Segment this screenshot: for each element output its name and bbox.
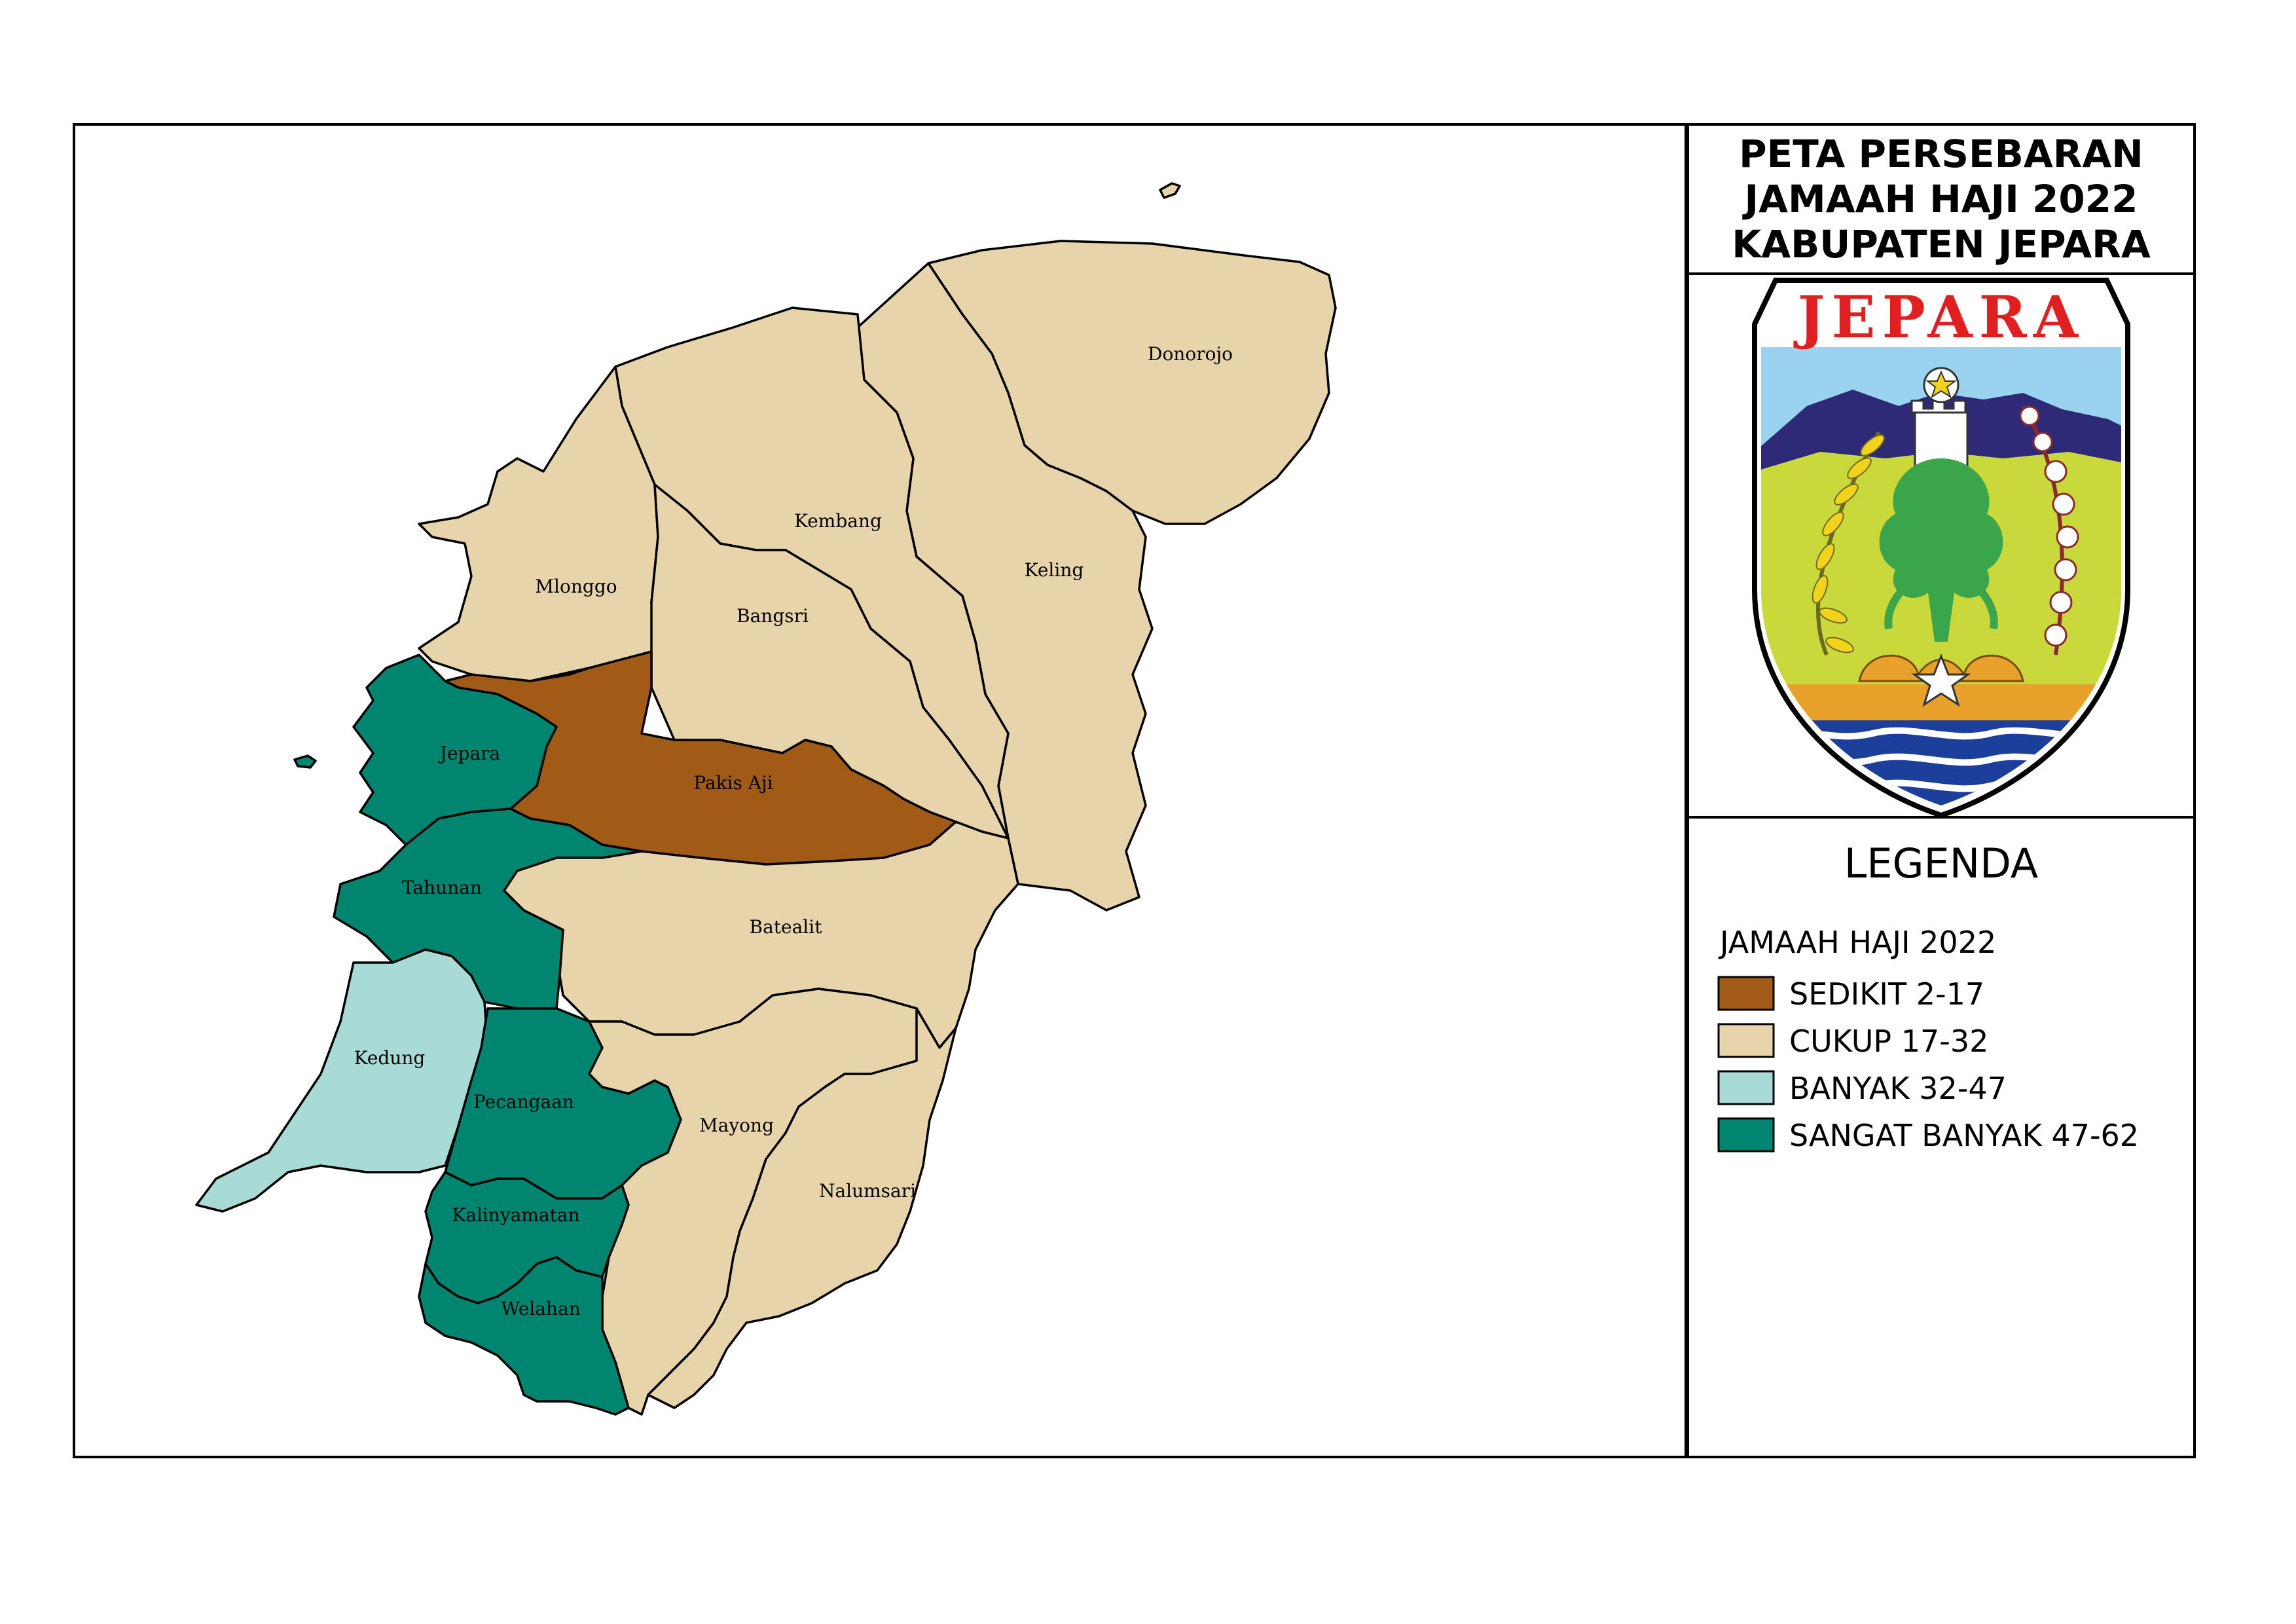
map-frame [73, 123, 1687, 1458]
label-pecangaan: Pecangaan [473, 1091, 574, 1113]
emblem-text: JEPARA [1793, 283, 2085, 351]
label-kedung: Kedung [354, 1047, 426, 1069]
label-jepara: Jepara [438, 743, 501, 764]
legend-swatch-banyak [1717, 1070, 1775, 1105]
label-mlonggo: Mlonggo [535, 576, 617, 597]
legend-swatch-cukup [1717, 1023, 1775, 1058]
label-pakis-aji: Pakis Aji [693, 772, 773, 794]
district-layer [195, 182, 1337, 1416]
label-mayong: Mayong [699, 1115, 774, 1136]
legend-label-sangat-banyak: SANGAT BANYAK 47-62 [1789, 1118, 2139, 1153]
legend-label-sedikit: SEDIKIT 2-17 [1789, 976, 1984, 1012]
district-label-layer: Donorojo Kembang Keling Mlonggo Bangsri … [354, 343, 1233, 1320]
legend-heading: LEGENDA [1844, 840, 2038, 887]
legend: LEGENDA JAMAAH HAJI 2022 SEDIKIT 2-17 CU… [1717, 840, 2139, 1153]
label-welahan: Welahan [501, 1298, 580, 1320]
title-line-3: KABUPATEN JEPARA [1732, 222, 2151, 267]
legend-label-cukup: CUKUP 17-32 [1789, 1024, 1988, 1059]
label-kembang: Kembang [794, 510, 882, 532]
label-keling: Keling [1025, 559, 1084, 581]
label-bangsri: Bangsri [737, 605, 809, 627]
map-title: PETA PERSEBARAN JAMAAH HAJI 2022 KABUPAT… [1732, 132, 2151, 267]
label-nalumsari: Nalumsari [819, 1180, 916, 1202]
label-tahunan: Tahunan [402, 877, 482, 898]
jepara-coat-of-arms-icon: JEPARA [1752, 278, 2130, 819]
island-north [1159, 182, 1181, 199]
island-west [293, 754, 317, 769]
title-line-1: PETA PERSEBARAN [1739, 132, 2143, 176]
label-batealit: Batealit [750, 916, 823, 938]
title-line-2: JAMAAH HAJI 2022 [1742, 177, 2138, 221]
district-welahan[interactable] [418, 1256, 630, 1416]
label-kalinyamatan: Kalinyamatan [452, 1204, 579, 1226]
district-nalumsari[interactable] [647, 1007, 957, 1409]
district-kedung[interactable] [195, 948, 489, 1213]
label-donorojo: Donorojo [1148, 343, 1233, 365]
legend-subheading: JAMAAH HAJI 2022 [1718, 925, 1996, 960]
legend-swatch-sedikit [1717, 976, 1775, 1011]
district-mlonggo[interactable] [418, 365, 659, 682]
legend-label-banyak: BANYAK 32-47 [1789, 1071, 2007, 1106]
legend-swatch-sangat-banyak [1717, 1117, 1775, 1153]
